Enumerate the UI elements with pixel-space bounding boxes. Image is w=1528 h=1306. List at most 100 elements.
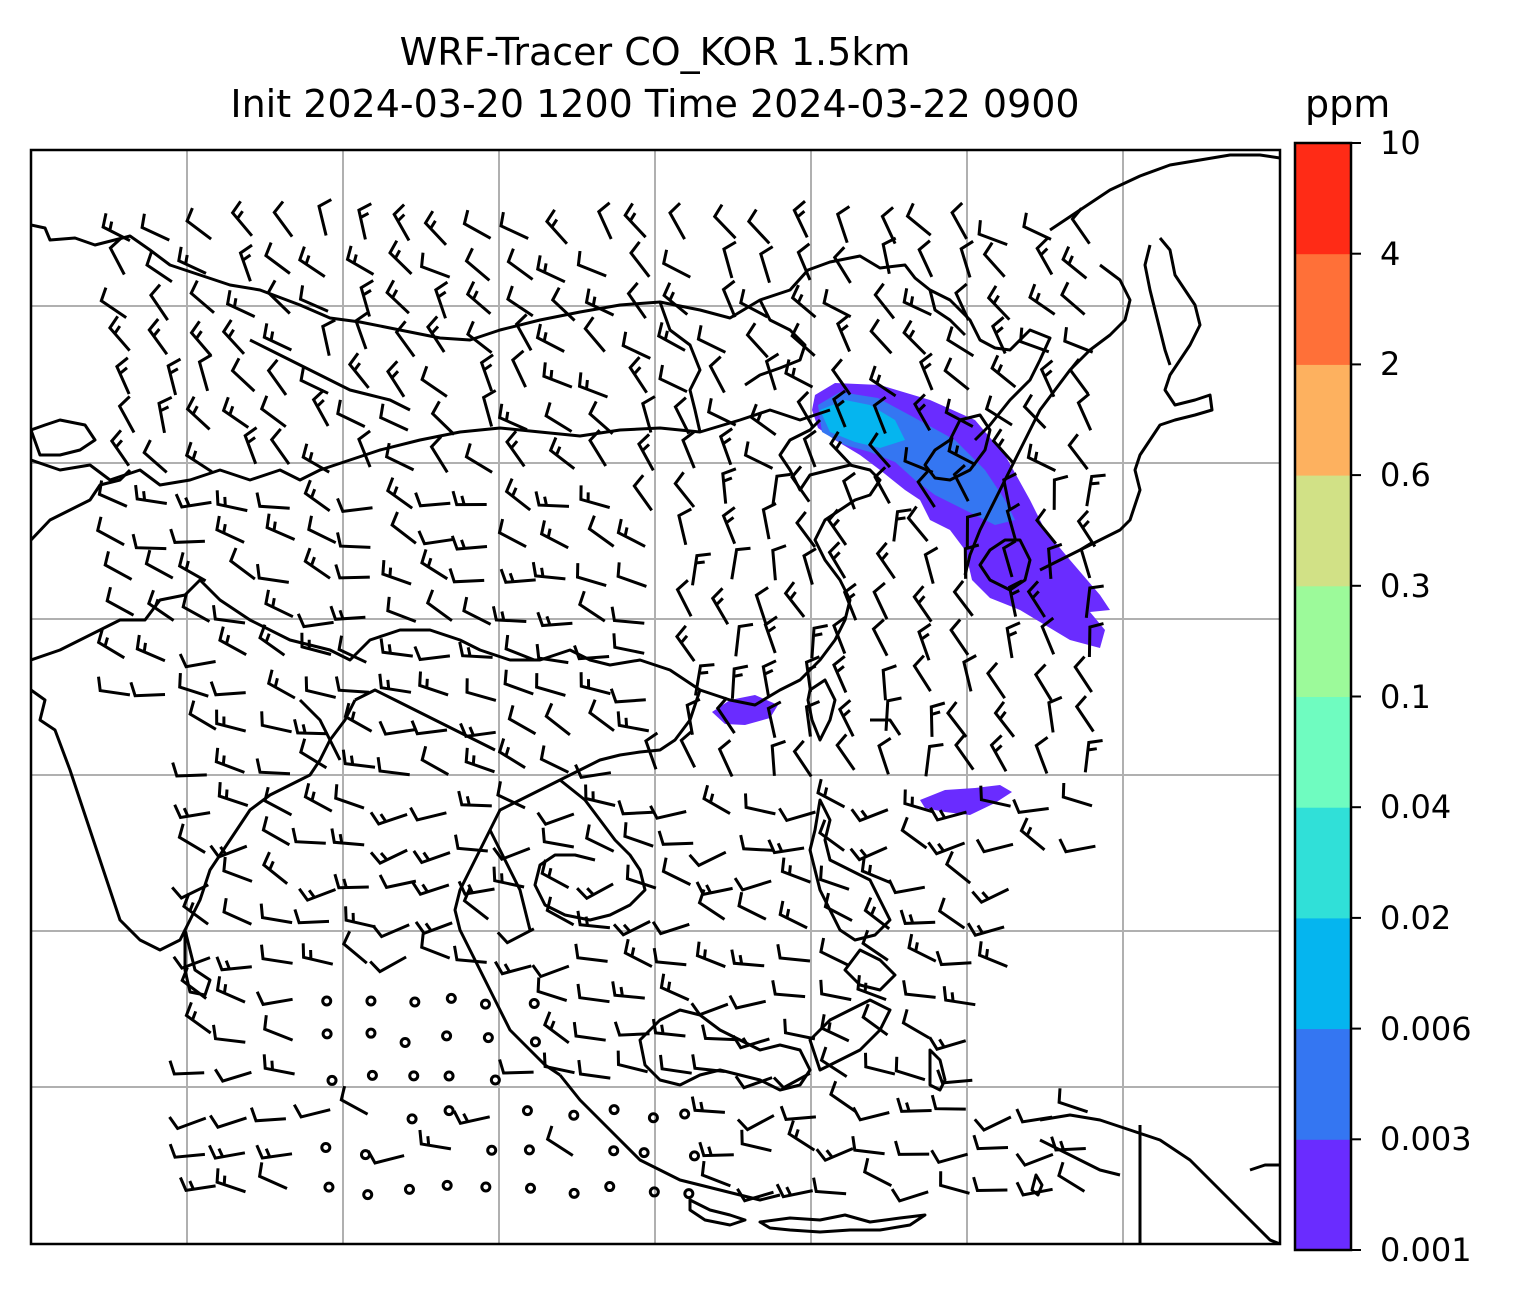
wind-barb bbox=[103, 551, 133, 581]
wind-barb bbox=[225, 289, 256, 319]
wind-barb bbox=[912, 585, 933, 623]
wind-barb bbox=[292, 1103, 331, 1119]
colorbar-segment bbox=[1295, 143, 1351, 255]
wind-barb bbox=[388, 239, 413, 275]
wind-barb bbox=[301, 443, 330, 474]
wind-barb bbox=[668, 202, 686, 240]
wind-barb bbox=[1015, 1181, 1053, 1197]
wind-barb bbox=[743, 441, 774, 470]
wind-barb bbox=[819, 937, 849, 967]
wind-barb bbox=[357, 202, 372, 240]
wind-barb bbox=[1047, 695, 1063, 733]
wind-barb bbox=[690, 1096, 726, 1114]
wind-barb bbox=[255, 991, 293, 1007]
wind-barb bbox=[354, 311, 369, 350]
wind-barb bbox=[696, 325, 727, 354]
wind-barb bbox=[429, 435, 449, 474]
wind-barb bbox=[930, 1094, 966, 1111]
wind-barb bbox=[337, 635, 367, 664]
wind-barb bbox=[621, 331, 651, 360]
wind-barb bbox=[873, 282, 896, 320]
wind-barb bbox=[514, 313, 533, 352]
wind-barb bbox=[386, 360, 406, 398]
wind-barb bbox=[576, 882, 614, 901]
wind-barb bbox=[147, 318, 169, 356]
wind-barb bbox=[142, 439, 168, 474]
wind-barb bbox=[912, 654, 932, 693]
wind-barb bbox=[979, 785, 1011, 808]
wind-barb bbox=[531, 561, 566, 581]
calm-marker bbox=[521, 1105, 533, 1117]
wind-barb bbox=[185, 207, 213, 241]
wind-barb bbox=[1058, 838, 1096, 854]
wind-barb bbox=[263, 1015, 294, 1042]
wind-barb bbox=[541, 827, 575, 849]
wind-barb bbox=[881, 236, 897, 275]
wind-barb bbox=[299, 738, 328, 770]
wind-barbs bbox=[95, 198, 1106, 1203]
calm-marker bbox=[362, 1189, 374, 1201]
wind-barb bbox=[892, 508, 912, 542]
wind-barb bbox=[1076, 509, 1097, 548]
calm-marker bbox=[399, 1036, 411, 1048]
wind-barb bbox=[946, 701, 968, 738]
wind-barb bbox=[171, 762, 207, 778]
wind-barb bbox=[1067, 433, 1089, 471]
wind-barb bbox=[816, 778, 846, 809]
calm-marker bbox=[529, 1036, 541, 1048]
wind-barb bbox=[307, 515, 337, 545]
colorbar-segment bbox=[1295, 475, 1351, 587]
wind-barb bbox=[1068, 358, 1090, 395]
wind-barb bbox=[952, 463, 970, 502]
wind-barb bbox=[721, 467, 737, 504]
wind-barb bbox=[255, 492, 290, 510]
wind-barb bbox=[430, 400, 456, 436]
wind-barb bbox=[718, 427, 734, 466]
wind-barb bbox=[771, 472, 791, 507]
wind-barb bbox=[626, 281, 647, 320]
wind-barb bbox=[1061, 245, 1088, 280]
wind-barb bbox=[802, 547, 817, 586]
colorbar-segment bbox=[1295, 807, 1351, 919]
colorbar-tick-label: 4 bbox=[1380, 234, 1401, 273]
wind-barb bbox=[209, 681, 246, 697]
wind-barb bbox=[612, 920, 651, 937]
wind-barb bbox=[929, 806, 967, 822]
wind-barb bbox=[208, 1144, 246, 1160]
wind-barb bbox=[587, 515, 615, 548]
wind-barb bbox=[303, 547, 331, 580]
wind-barb bbox=[737, 891, 767, 921]
wind-barb bbox=[221, 319, 246, 355]
wind-barb bbox=[815, 1147, 854, 1163]
wind-barb bbox=[385, 279, 410, 315]
wind-barb bbox=[462, 209, 492, 240]
wind-barb bbox=[334, 564, 370, 580]
wind-barb bbox=[101, 212, 131, 242]
colorbar-tick-label: 0.001 bbox=[1380, 1231, 1472, 1269]
wind-barb bbox=[298, 887, 337, 902]
wind-barb bbox=[357, 429, 372, 468]
wind-barb bbox=[298, 246, 326, 278]
wind-barb bbox=[465, 678, 497, 702]
wind-barb bbox=[545, 208, 569, 245]
wind-barb bbox=[829, 1080, 857, 1113]
wind-barb bbox=[298, 285, 329, 313]
wind-barb bbox=[864, 1052, 896, 1076]
wind-barb bbox=[982, 241, 1006, 278]
wind-barb bbox=[577, 372, 609, 399]
wind-barb bbox=[181, 592, 211, 623]
wind-barb bbox=[740, 1129, 772, 1153]
wind-barb bbox=[661, 857, 692, 886]
wind-barb bbox=[736, 1114, 775, 1132]
wind-barb bbox=[579, 485, 611, 510]
wind-barb bbox=[259, 395, 287, 428]
wind-barb bbox=[628, 356, 648, 394]
wind-barb bbox=[369, 848, 408, 865]
calm-marker bbox=[321, 995, 333, 1007]
title-line-2: Init 2024-03-20 1200 Time 2024-03-22 090… bbox=[230, 82, 1080, 126]
wind-barb bbox=[510, 349, 527, 388]
wind-barb bbox=[452, 1110, 491, 1126]
wind-barb bbox=[812, 1177, 847, 1196]
wind-barb bbox=[868, 432, 892, 469]
wind-barb bbox=[913, 393, 932, 432]
